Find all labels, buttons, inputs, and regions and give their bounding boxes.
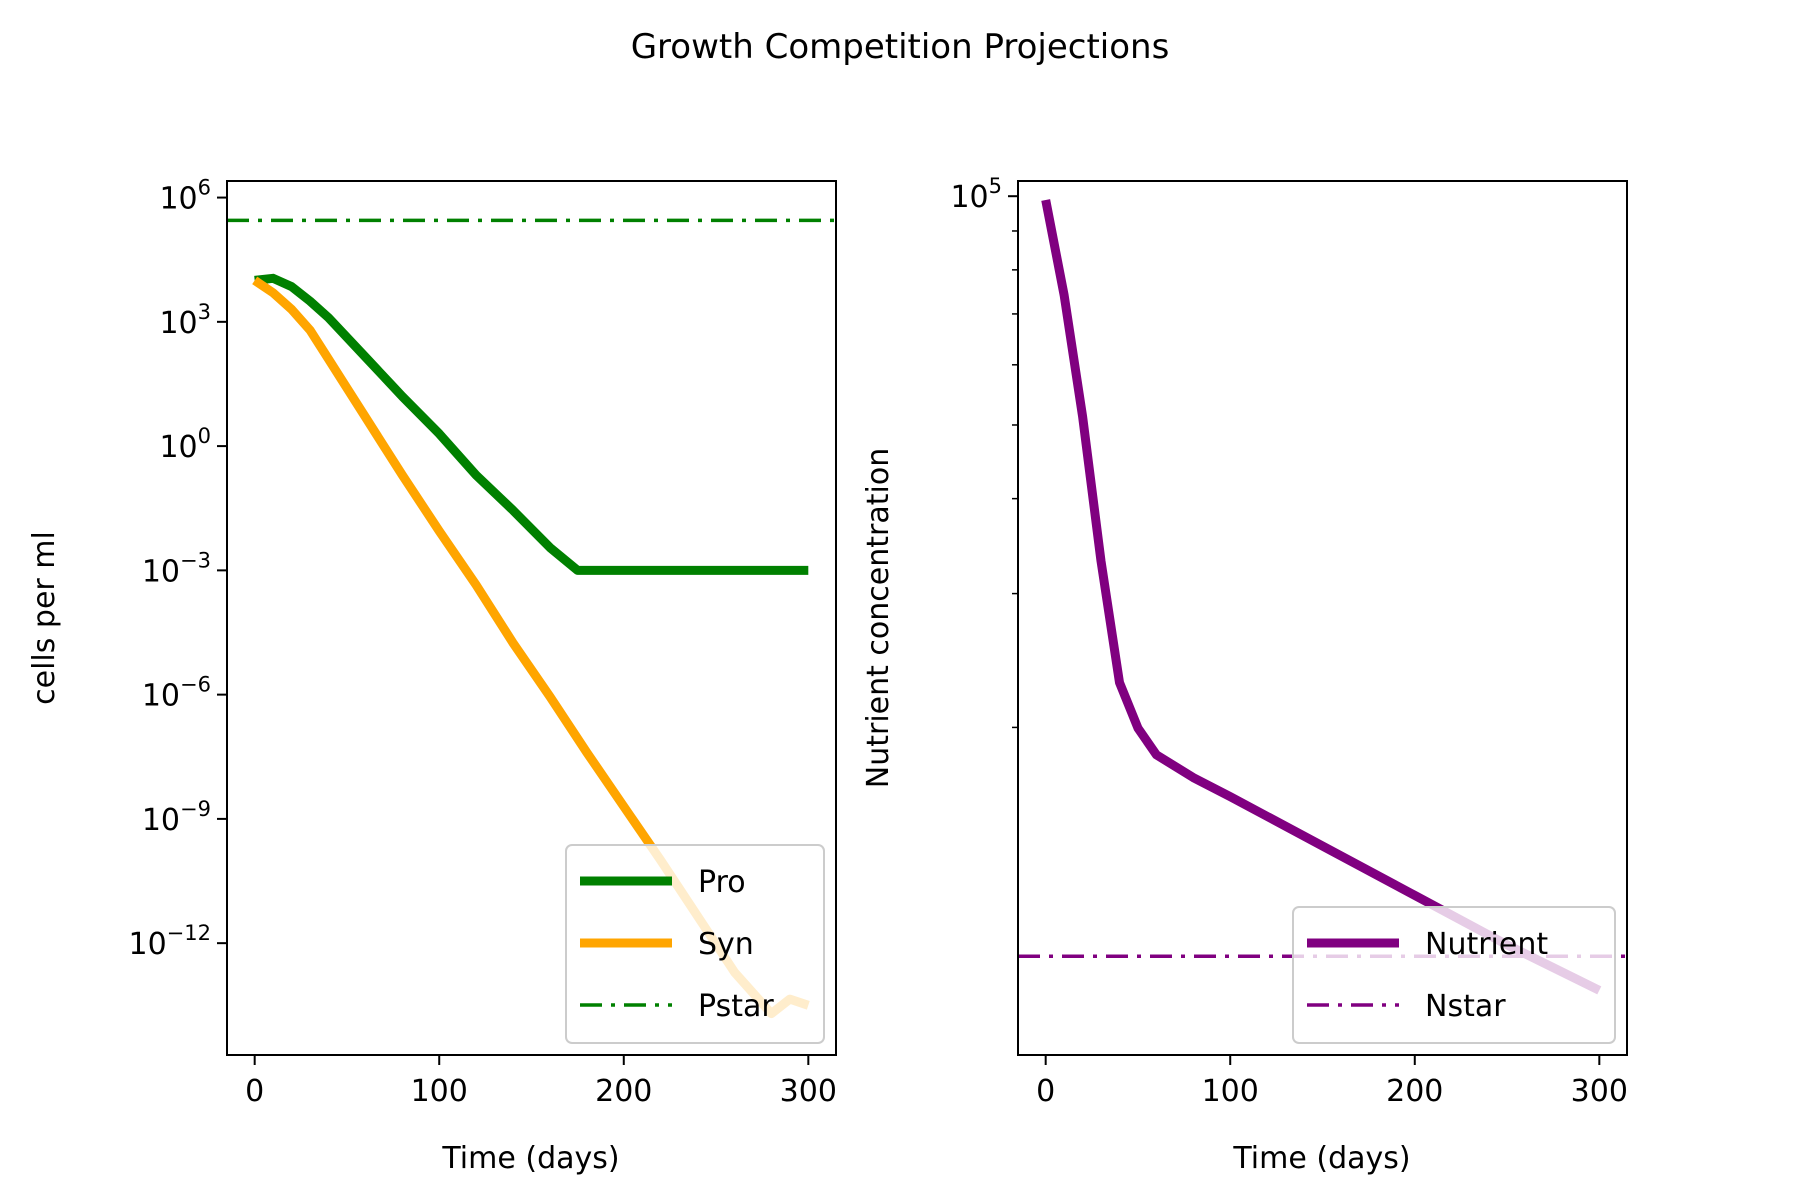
x-tick-label: 200 bbox=[595, 1074, 652, 1109]
x-tick-label: 0 bbox=[1036, 1074, 1055, 1109]
x-tick-label: 100 bbox=[1202, 1074, 1259, 1109]
x-tick-label: 100 bbox=[411, 1074, 468, 1109]
x-tick-label: 300 bbox=[780, 1074, 837, 1109]
x-tick-label: 300 bbox=[1571, 1074, 1628, 1109]
y-tick-label: 10−12 bbox=[128, 921, 211, 962]
right-y-axis-label: Nutrient concentration bbox=[861, 448, 896, 788]
series-line-nutrient bbox=[1041, 199, 1602, 995]
figure-title: Growth Competition Projections bbox=[631, 27, 1170, 67]
y-tick-label: 100 bbox=[159, 424, 211, 465]
x-tick-label: 200 bbox=[1386, 1074, 1443, 1109]
right-panel: 0 100 200 300 105 Time (days) Nutrient conce… bbox=[861, 174, 1628, 1176]
right-axes-frame bbox=[1017, 180, 1628, 1056]
x-tick-label: 0 bbox=[245, 1074, 264, 1109]
y-tick-label: 103 bbox=[159, 300, 211, 341]
y-tick-label: 10−6 bbox=[142, 673, 211, 714]
series-line-pro bbox=[254, 273, 809, 575]
legend-label-syn: Syn bbox=[698, 927, 754, 962]
legend-label-pro: Pro bbox=[698, 865, 746, 900]
left-ticks: 0 100 200 300 106 103 100 10−3 10−6 10−9 10−12 bbox=[128, 176, 836, 1109]
right-x-axis-label: Time (days) bbox=[1232, 1141, 1410, 1176]
y-tick-label: 10−3 bbox=[142, 548, 211, 589]
legend-label-pstar: Pstar bbox=[698, 989, 774, 1024]
right-series-layer bbox=[1018, 199, 1627, 995]
left-x-axis-label: Time (days) bbox=[441, 1141, 619, 1176]
left-y-axis-label: cells per ml bbox=[27, 531, 62, 705]
y-tick-label: 105 bbox=[950, 174, 1002, 215]
legend-box bbox=[565, 844, 825, 1044]
y-tick-label: 10−9 bbox=[142, 797, 211, 838]
left-axes-frame bbox=[226, 180, 837, 1056]
right-legend: Nutrient Nstar bbox=[1292, 906, 1616, 1044]
left-panel: 0 100 200 300 106 103 100 10−3 10−6 10−9 10−12 Tim… bbox=[27, 176, 837, 1176]
legend-label-nstar: Nstar bbox=[1425, 989, 1506, 1024]
left-legend: Pro Syn Pstar bbox=[565, 844, 825, 1044]
legend-label-nutrient: Nutrient bbox=[1425, 927, 1548, 962]
right-ticks: 0 100 200 300 105 bbox=[950, 174, 1628, 1109]
y-tick-label: 106 bbox=[159, 176, 211, 217]
